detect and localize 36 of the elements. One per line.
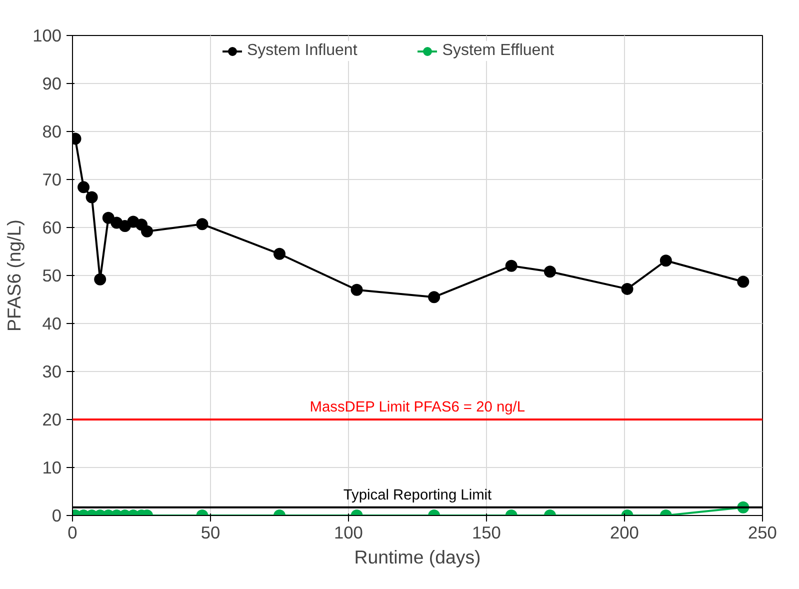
point bbox=[350, 284, 363, 296]
x-tick-label: 100 bbox=[334, 522, 363, 542]
y-axis-title: PFAS6 (ng/L) bbox=[4, 219, 25, 332]
y-tick-label: 20 bbox=[42, 410, 62, 430]
legend-label: System Influent bbox=[247, 42, 358, 60]
y-tick-label: 100 bbox=[32, 26, 62, 46]
point bbox=[94, 273, 106, 286]
point bbox=[274, 248, 286, 260]
x-tick-label: 150 bbox=[472, 522, 501, 542]
point bbox=[196, 218, 208, 230]
y-tick-label: 60 bbox=[42, 218, 62, 238]
x-tick-label: 0 bbox=[68, 522, 78, 542]
point bbox=[737, 276, 750, 288]
y-tick-label: 0 bbox=[52, 506, 62, 526]
point bbox=[86, 191, 98, 204]
y-tick-label: 90 bbox=[42, 74, 62, 94]
ref-line-label: MassDEP Limit PFAS6 = 20 ng/L bbox=[310, 400, 525, 416]
y-tick-label: 80 bbox=[42, 122, 62, 142]
y-tick-label: 30 bbox=[42, 362, 62, 382]
point bbox=[78, 181, 90, 194]
y-tick-label: 50 bbox=[42, 266, 62, 286]
point bbox=[621, 282, 634, 295]
x-axis-title: Runtime (days) bbox=[354, 546, 481, 568]
point bbox=[141, 225, 154, 238]
legend-label: System Effluent bbox=[442, 42, 554, 60]
x-tick-label: 200 bbox=[610, 522, 639, 542]
x-tick-label: 50 bbox=[200, 522, 220, 542]
x-tick-label: 250 bbox=[748, 522, 777, 542]
y-tick-label: 10 bbox=[42, 458, 62, 478]
y-tick-label: 40 bbox=[42, 314, 62, 334]
ref-line-label: Typical Reporting Limit bbox=[343, 487, 492, 504]
point bbox=[660, 254, 672, 267]
point bbox=[505, 260, 518, 272]
point bbox=[544, 266, 556, 278]
y-tick-label: 70 bbox=[42, 170, 62, 190]
point bbox=[428, 291, 440, 304]
